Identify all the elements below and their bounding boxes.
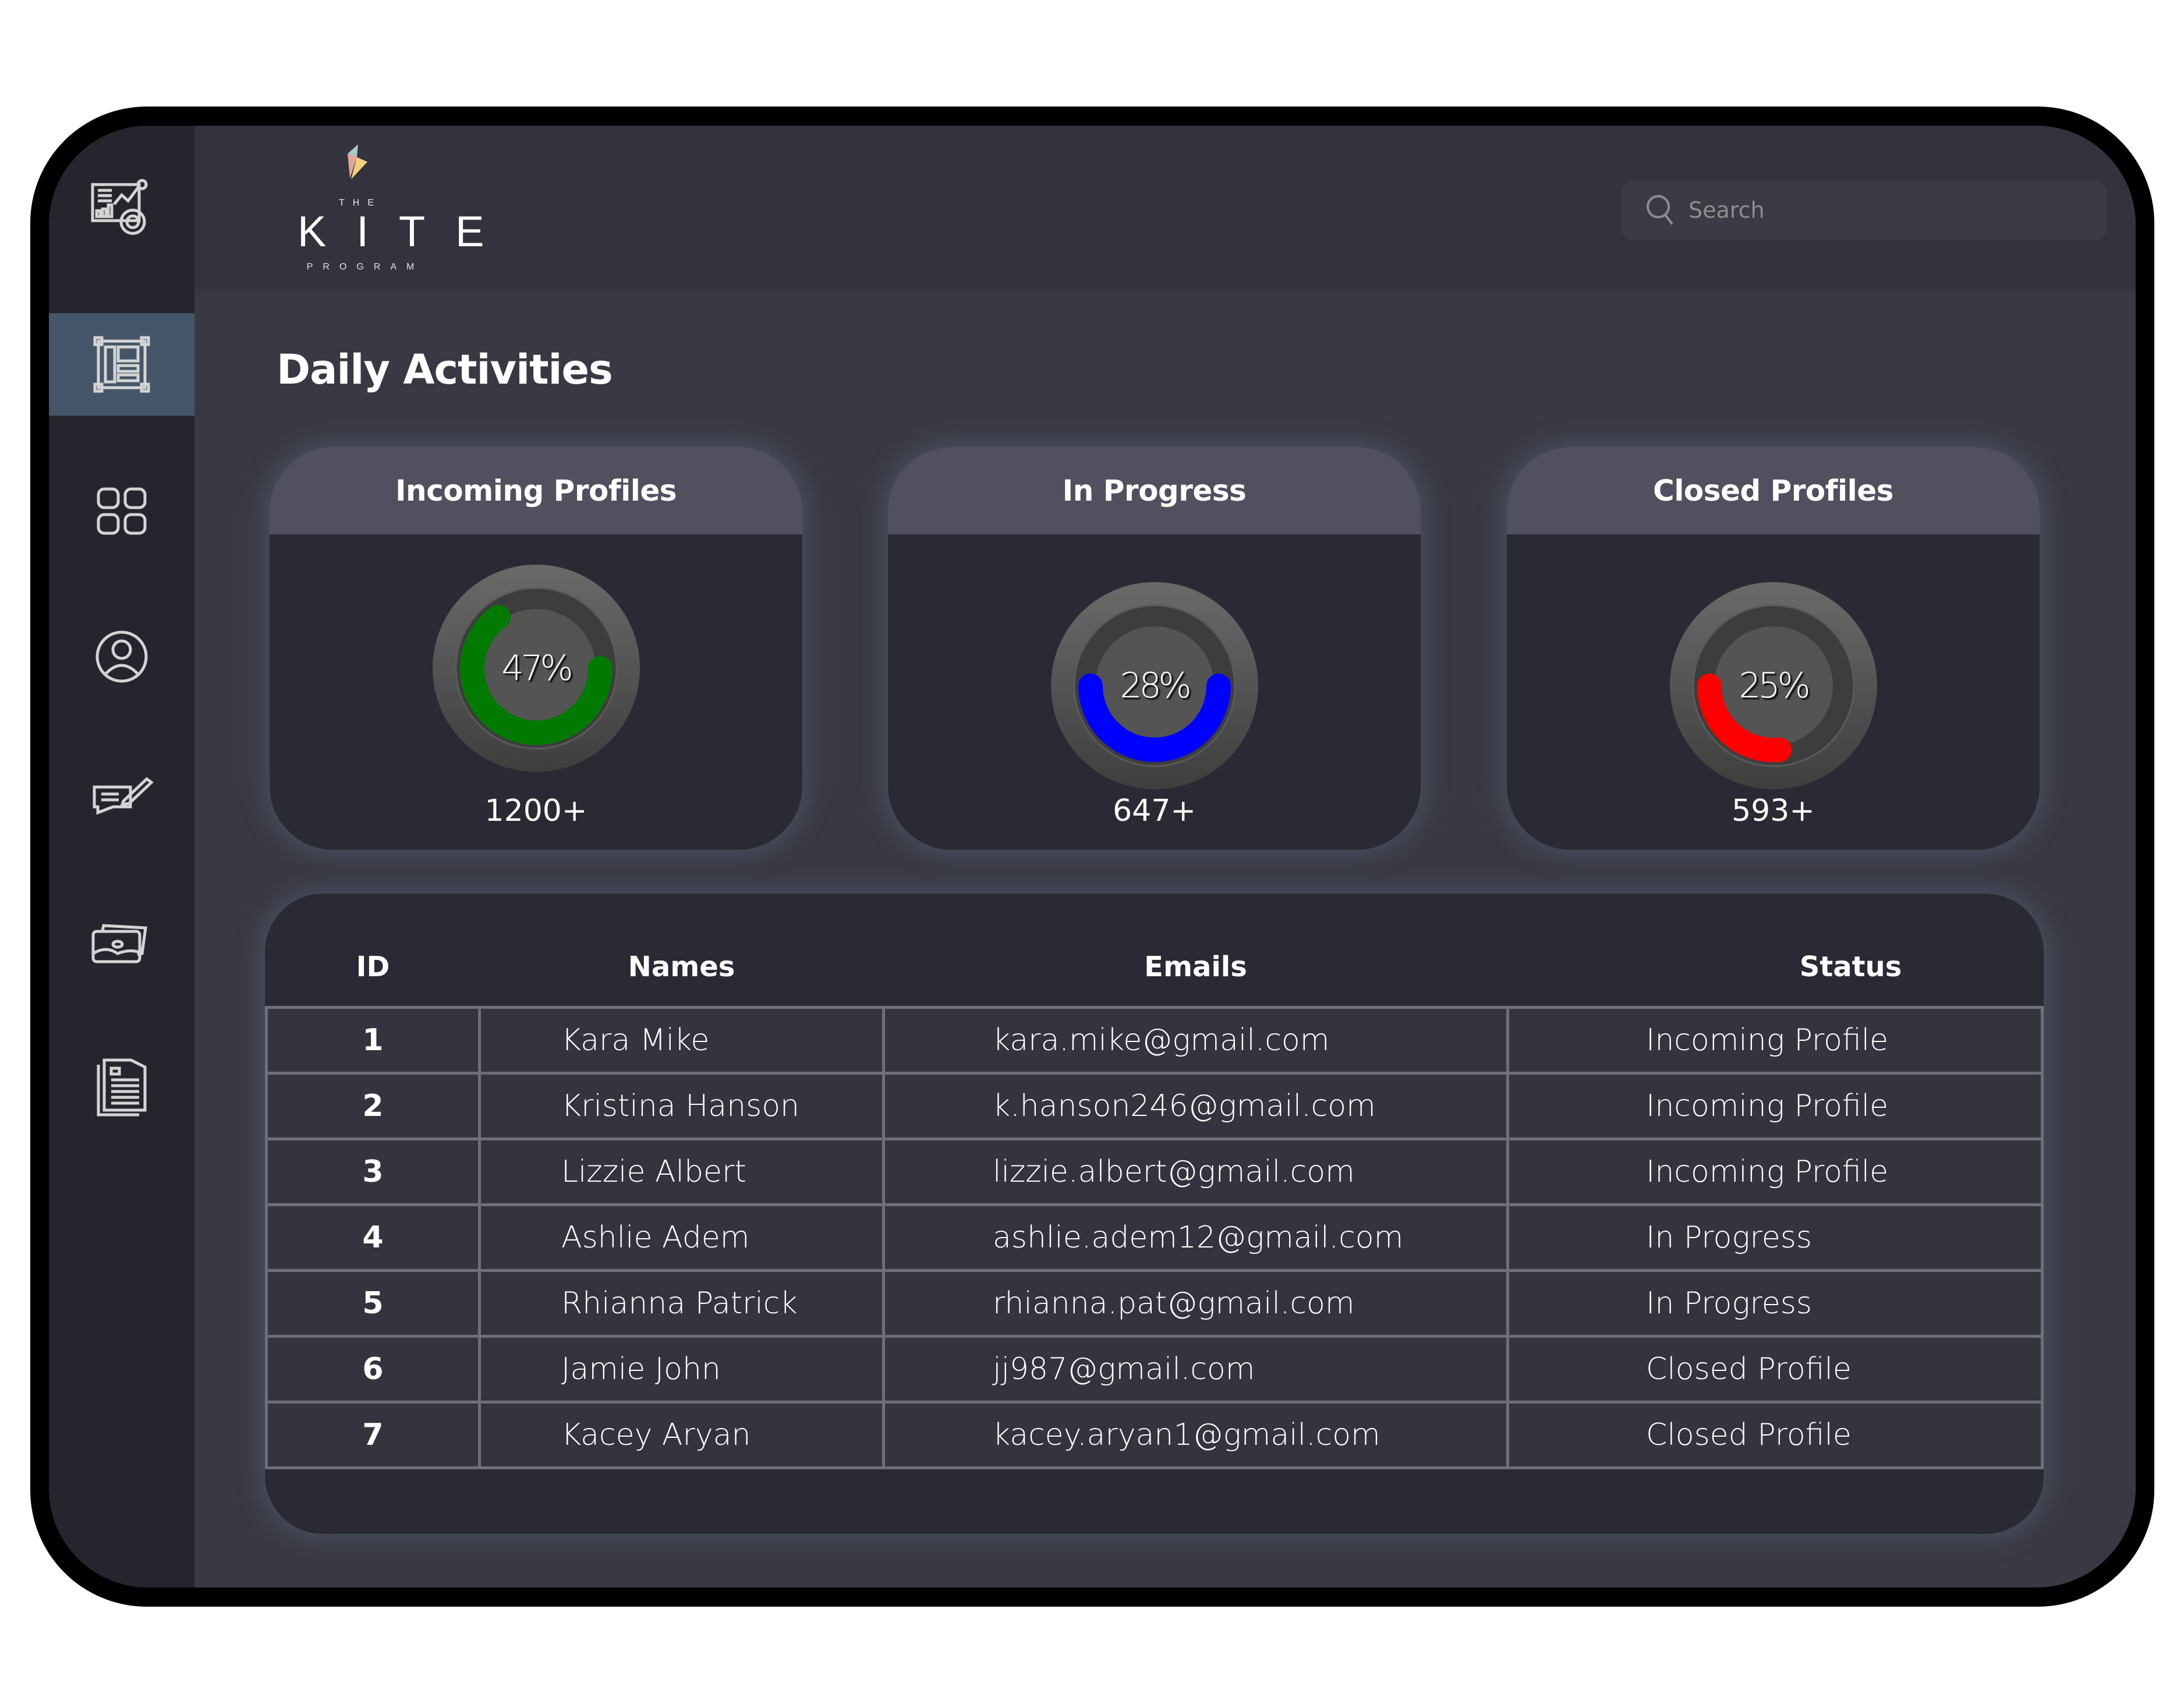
cell-email: kara.mike@gmail.com bbox=[882, 1005, 1509, 1075]
sidebar-item-apps[interactable] bbox=[49, 460, 194, 562]
cell-id: 4 bbox=[265, 1203, 481, 1272]
layout-wireframe-icon bbox=[93, 336, 150, 393]
cell-status: In Progress bbox=[1506, 1268, 2044, 1338]
cell-status: Closed Profile bbox=[1506, 1400, 2044, 1469]
cell-name: Jamie John bbox=[478, 1334, 885, 1404]
sidebar-item-analytics[interactable] bbox=[49, 126, 194, 289]
kite-logo-icon bbox=[348, 144, 367, 179]
gauge-percent: 28% bbox=[1120, 665, 1191, 706]
cell-name: Kristina Hanson bbox=[478, 1071, 885, 1140]
column-header-names[interactable]: Names bbox=[628, 951, 735, 984]
activities-table: ID Names Emails Status 1 Kara Mike kara.… bbox=[265, 894, 2044, 1469]
cell-id: 7 bbox=[265, 1400, 481, 1469]
sidebar-item-layout[interactable] bbox=[49, 313, 194, 416]
logo-kite: KITE bbox=[298, 207, 515, 256]
cell-email: k.hanson246@gmail.com bbox=[882, 1071, 1509, 1140]
table-header-row: ID Names Emails Status bbox=[267, 894, 2043, 1007]
table-row[interactable]: 2 Kristina Hanson k.hanson246@gmail.com … bbox=[265, 1071, 2044, 1140]
sidebar-item-gallery[interactable] bbox=[49, 893, 194, 995]
cell-email: jj987@gmail.com bbox=[882, 1334, 1509, 1404]
cell-status: Incoming Profile bbox=[1506, 1071, 2044, 1140]
card-count: 593+ bbox=[1732, 793, 1815, 828]
cell-id: 5 bbox=[265, 1268, 481, 1338]
gauge-ring-icon bbox=[432, 565, 640, 772]
column-header-emails[interactable]: Emails bbox=[1144, 951, 1247, 984]
table-row[interactable]: 5 Rhianna Patrick rhianna.pat@gmail.com … bbox=[265, 1268, 2044, 1338]
table-row[interactable]: 7 Kacey Aryan kacey.aryan1@gmail.com Clo… bbox=[265, 1400, 2044, 1469]
stat-card-in-progress[interactable]: In Progress 28% 647+ bbox=[888, 447, 1421, 850]
card-count: 647+ bbox=[1113, 793, 1196, 828]
progress-gauge: 28% bbox=[1050, 581, 1259, 791]
column-header-status[interactable]: Status bbox=[1799, 951, 1902, 984]
card-title: In Progress bbox=[888, 447, 1421, 534]
photo-gallery-icon bbox=[91, 924, 147, 963]
logo-program: PROGRAM bbox=[306, 262, 424, 272]
cell-name: Ashlie Adem bbox=[478, 1203, 885, 1272]
search-input[interactable] bbox=[1689, 197, 2096, 223]
progress-gauge: 25% bbox=[1669, 581, 1878, 791]
analytics-dashboard-icon bbox=[91, 179, 148, 235]
chat-edit-icon bbox=[93, 777, 154, 815]
search-box[interactable] bbox=[1621, 180, 2107, 240]
cell-email: rhianna.pat@gmail.com bbox=[882, 1268, 1509, 1338]
cell-status: Incoming Profile bbox=[1506, 1137, 2044, 1206]
page-title: Daily Activities bbox=[277, 346, 613, 394]
cell-id: 3 bbox=[265, 1137, 481, 1206]
card-count: 1200+ bbox=[484, 793, 587, 828]
search-icon bbox=[1647, 195, 1673, 225]
stat-card-closed[interactable]: Closed Profiles 25% 593+ bbox=[1507, 447, 2040, 850]
cell-id: 6 bbox=[265, 1334, 481, 1404]
activities-table-panel: ID Names Emails Status 1 Kara Mike kara.… bbox=[265, 894, 2044, 1534]
grid-apps-icon bbox=[97, 487, 147, 535]
table-row[interactable]: 1 Kara Mike kara.mike@gmail.com Incoming… bbox=[265, 1005, 2044, 1075]
logo-the: THE bbox=[339, 198, 382, 208]
gauge-ring-icon bbox=[1669, 582, 1877, 789]
sidebar-item-documents[interactable] bbox=[49, 1037, 194, 1140]
cell-email: ashlie.adem12@gmail.com bbox=[882, 1203, 1509, 1272]
column-header-id[interactable]: ID bbox=[356, 951, 390, 984]
sidebar bbox=[49, 126, 194, 1587]
cell-name: Kara Mike bbox=[478, 1005, 885, 1075]
cell-id: 2 bbox=[265, 1071, 481, 1140]
cell-status: Incoming Profile bbox=[1506, 1005, 2044, 1075]
cell-status: In Progress bbox=[1506, 1203, 2044, 1272]
card-title: Closed Profiles bbox=[1507, 447, 2040, 534]
documents-icon bbox=[97, 1058, 147, 1117]
app-screen: THE KITE PROGRAM Daily Activities Incomi… bbox=[49, 126, 2136, 1587]
cell-email: kacey.aryan1@gmail.com bbox=[882, 1400, 1509, 1469]
cell-name: Lizzie Albert bbox=[478, 1137, 885, 1206]
gauge-ring-icon bbox=[1050, 582, 1258, 789]
top-header: THE KITE PROGRAM bbox=[194, 126, 2136, 289]
user-profile-icon bbox=[95, 630, 148, 683]
gauge-percent: 47% bbox=[501, 648, 573, 689]
cell-status: Closed Profile bbox=[1506, 1334, 2044, 1404]
cell-id: 1 bbox=[265, 1005, 481, 1075]
table-row[interactable]: 6 Jamie John jj987@gmail.com Closed Prof… bbox=[265, 1334, 2044, 1404]
table-row[interactable]: 4 Ashlie Adem ashlie.adem12@gmail.com In… bbox=[265, 1203, 2044, 1272]
card-title: Incoming Profiles bbox=[270, 447, 802, 534]
stat-card-incoming[interactable]: Incoming Profiles 47% 1200+ bbox=[270, 447, 802, 850]
table-row[interactable]: 3 Lizzie Albert lizzie.albert@gmail.com … bbox=[265, 1137, 2044, 1206]
progress-gauge: 47% bbox=[431, 564, 641, 773]
sidebar-item-messages[interactable] bbox=[49, 749, 194, 851]
cell-email: lizzie.albert@gmail.com bbox=[882, 1137, 1509, 1206]
cell-name: Rhianna Patrick bbox=[478, 1268, 885, 1338]
sidebar-item-profile[interactable] bbox=[49, 605, 194, 708]
kite-program-logo[interactable]: THE KITE PROGRAM bbox=[267, 144, 515, 278]
gauge-percent: 25% bbox=[1739, 665, 1810, 706]
cell-name: Kacey Aryan bbox=[478, 1400, 885, 1469]
